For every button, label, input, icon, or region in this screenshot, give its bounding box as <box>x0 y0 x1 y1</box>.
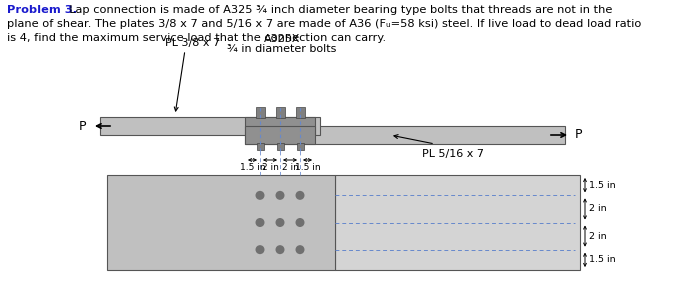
Text: PL 3/8 x 7: PL 3/8 x 7 <box>165 38 220 48</box>
Text: ¾ in diameter bolts: ¾ in diameter bolts <box>227 44 337 54</box>
Bar <box>257 143 264 150</box>
Bar <box>245 117 315 135</box>
Bar <box>100 117 320 135</box>
Circle shape <box>295 218 304 227</box>
Text: Problem 3.: Problem 3. <box>7 5 77 15</box>
Text: 2 in: 2 in <box>589 232 606 241</box>
Text: 2 in: 2 in <box>261 163 278 172</box>
Text: plane of shear. The plates 3/8 x 7 and 5/16 x 7 are made of A36 (Fᵤ=58 ksi) stee: plane of shear. The plates 3/8 x 7 and 5… <box>7 19 642 29</box>
Bar <box>245 126 315 144</box>
Circle shape <box>295 191 304 200</box>
Text: PL 5/16 x 7: PL 5/16 x 7 <box>422 149 484 159</box>
Text: 1.5 in: 1.5 in <box>589 181 616 190</box>
Circle shape <box>295 245 304 254</box>
Text: 2 in: 2 in <box>589 204 606 213</box>
Circle shape <box>276 245 285 254</box>
Bar <box>296 107 305 118</box>
Bar <box>335 175 580 270</box>
Text: P: P <box>79 119 86 133</box>
Circle shape <box>255 245 265 254</box>
Text: A325X: A325X <box>264 34 300 44</box>
Circle shape <box>276 191 285 200</box>
Text: 1.5 in: 1.5 in <box>295 163 320 172</box>
Text: P: P <box>575 128 583 142</box>
Text: 1.5 in: 1.5 in <box>589 255 616 264</box>
Bar <box>297 143 304 150</box>
Bar <box>256 107 265 118</box>
Text: is 4, find the maximum service load that the connection can carry.: is 4, find the maximum service load that… <box>7 33 386 43</box>
Text: Lap connection is made of A325 ¾ inch diameter bearing type bolts that threads a: Lap connection is made of A325 ¾ inch di… <box>62 5 612 15</box>
Bar <box>107 175 335 270</box>
Circle shape <box>255 191 265 200</box>
Circle shape <box>276 218 285 227</box>
Text: 2 in: 2 in <box>282 163 299 172</box>
Bar <box>245 126 565 144</box>
Text: 1.5 in: 1.5 in <box>240 163 265 172</box>
Circle shape <box>255 218 265 227</box>
Bar <box>277 143 284 150</box>
Bar <box>276 107 285 118</box>
